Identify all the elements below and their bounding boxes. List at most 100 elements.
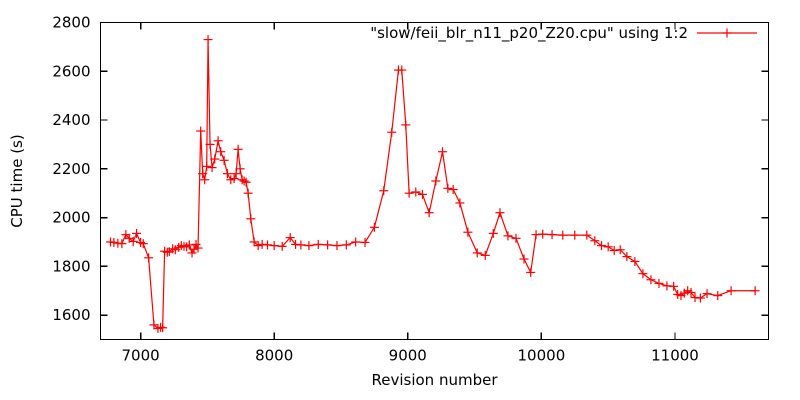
data-point-marker <box>411 187 421 197</box>
data-point-marker <box>210 154 220 164</box>
data-point-marker <box>109 237 119 247</box>
data-point-marker <box>622 252 632 262</box>
data-point-marker <box>726 286 736 296</box>
data-point-marker <box>246 214 256 224</box>
data-point-marker <box>401 120 411 130</box>
y-tick-label: 1600 <box>52 306 90 324</box>
data-point-marker <box>198 169 208 179</box>
data-point-marker <box>750 286 760 296</box>
data-point-marker <box>200 175 210 185</box>
data-point-marker <box>243 188 253 198</box>
data-point-marker <box>519 254 529 264</box>
y-tick-label: 2200 <box>52 160 90 178</box>
data-point-marker <box>187 248 197 258</box>
data-point-marker <box>189 244 199 254</box>
x-tick-label: 7000 <box>121 347 159 365</box>
data-point-marker <box>128 236 138 246</box>
data-point-marker <box>249 237 259 247</box>
data-point-marker <box>397 65 407 75</box>
data-point-marker <box>202 161 212 171</box>
data-point-marker <box>239 176 249 186</box>
data-point-marker <box>231 169 241 179</box>
data-point-marker <box>216 147 226 157</box>
y-axis-title: CPU time (s) <box>8 134 26 227</box>
data-point-marker <box>404 188 414 198</box>
x-tick-label: 11000 <box>651 347 699 365</box>
data-point-marker <box>191 239 201 249</box>
data-point-marker <box>219 155 229 165</box>
x-tick-label: 9000 <box>389 347 427 365</box>
data-point-marker <box>222 169 232 179</box>
data-point-marker <box>431 176 441 186</box>
x-tick-label: 10000 <box>518 347 566 365</box>
data-point-marker <box>443 183 453 193</box>
data-point-marker <box>702 289 712 299</box>
data-point-marker <box>277 241 287 251</box>
data-point-marker <box>463 227 473 237</box>
x-axis-tick-labels: 7000 8000 9000 10000 11000 <box>121 347 698 365</box>
data-point-marker <box>438 147 448 157</box>
data-point-marker <box>304 241 314 251</box>
data-point-marker <box>229 174 239 184</box>
data-point-marker <box>233 144 243 154</box>
y-tick-label: 2600 <box>52 62 90 80</box>
data-point-marker <box>132 228 142 238</box>
data-point-marker <box>196 126 206 136</box>
data-point-marker <box>511 233 521 243</box>
data-point-marker <box>669 281 679 291</box>
data-point-marker <box>207 163 217 173</box>
y-tick-label: 2400 <box>52 111 90 129</box>
data-point-marker <box>285 233 295 243</box>
data-point-marker <box>379 186 389 196</box>
data-series-layer <box>106 35 760 334</box>
data-point-marker <box>235 164 245 174</box>
data-point-marker <box>213 136 223 146</box>
data-point-marker <box>570 230 580 240</box>
data-point-marker <box>455 198 465 208</box>
x-axis-title: Revision number <box>372 371 499 389</box>
data-point-marker <box>597 241 606 251</box>
data-point-marker <box>241 177 251 187</box>
legend-marker-sample <box>722 28 732 38</box>
x-tick-label: 8000 <box>255 347 293 365</box>
data-point-marker <box>341 240 351 250</box>
data-point-marker <box>615 245 625 255</box>
data-point-marker <box>526 267 536 277</box>
data-point-marker <box>582 230 592 240</box>
data-point-marker <box>417 189 427 199</box>
data-point-marker <box>695 293 705 303</box>
data-point-marker <box>558 230 568 240</box>
plot-frame <box>99 21 770 341</box>
data-point-marker <box>351 237 361 247</box>
data-point-marker <box>654 278 664 288</box>
y-axis-tick-labels: 1600 1800 2000 2200 2400 2600 2800 <box>52 14 90 325</box>
data-point-marker <box>480 250 490 260</box>
data-point-marker <box>424 208 434 218</box>
data-point-marker <box>387 127 397 137</box>
data-point-marker <box>269 241 279 251</box>
data-point-marker <box>138 239 148 249</box>
data-point-marker <box>296 240 306 250</box>
data-point-marker <box>590 236 600 246</box>
data-point-marker <box>149 320 159 330</box>
data-point-marker <box>713 291 723 301</box>
data-point-marker <box>609 245 619 255</box>
y-tick-label: 2000 <box>52 209 90 227</box>
data-point-marker <box>472 248 482 258</box>
data-point-marker <box>638 269 648 279</box>
data-point-marker <box>547 230 557 240</box>
data-point-marker <box>253 241 263 251</box>
data-point-marker <box>313 239 323 249</box>
data-point-marker <box>205 139 215 149</box>
data-point-marker <box>488 228 498 238</box>
legend-label: "slow/feii_blr_n11_p20_Z20.cpu" using 1:… <box>370 24 688 43</box>
data-point-marker <box>603 242 613 252</box>
data-point-marker <box>193 243 203 253</box>
data-point-marker <box>630 256 640 266</box>
data-point-marker <box>538 229 548 239</box>
data-point-marker <box>332 241 342 251</box>
data-point-marker <box>158 323 168 333</box>
data-point-marker <box>448 185 458 195</box>
